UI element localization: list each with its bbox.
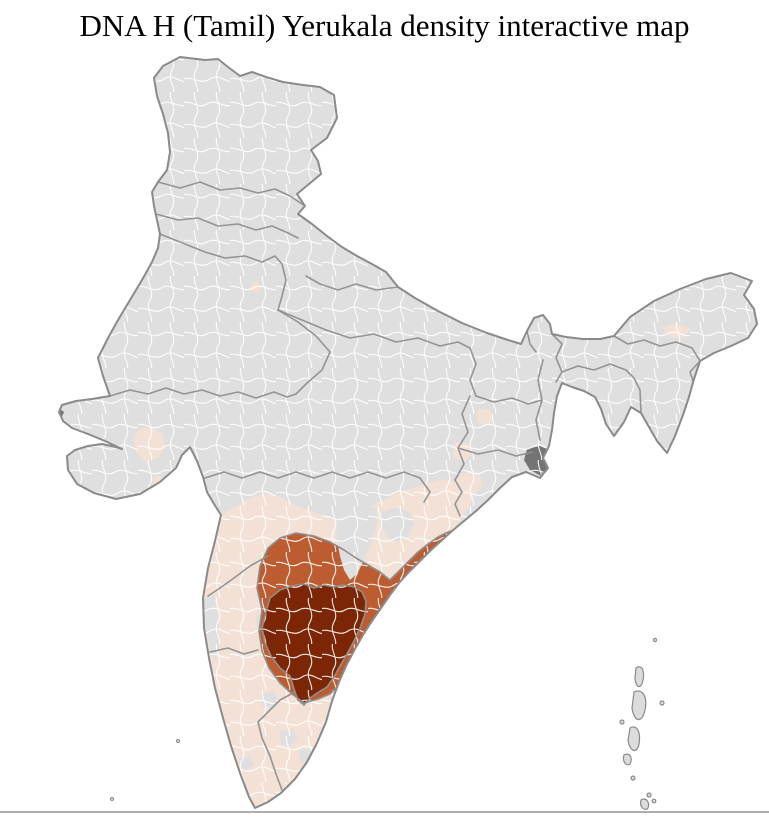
andaman-nicobar-islands[interactable]: [619, 637, 665, 811]
bottom-divider: [0, 811, 769, 813]
state-borders: [109, 181, 701, 791]
region-high-outline: [261, 583, 367, 706]
page-title: DNA H (Tamil) Yerukala density interacti…: [79, 8, 690, 43]
lakshadweep-islands[interactable]: [110, 739, 180, 801]
india-outline: [58, 56, 758, 809]
